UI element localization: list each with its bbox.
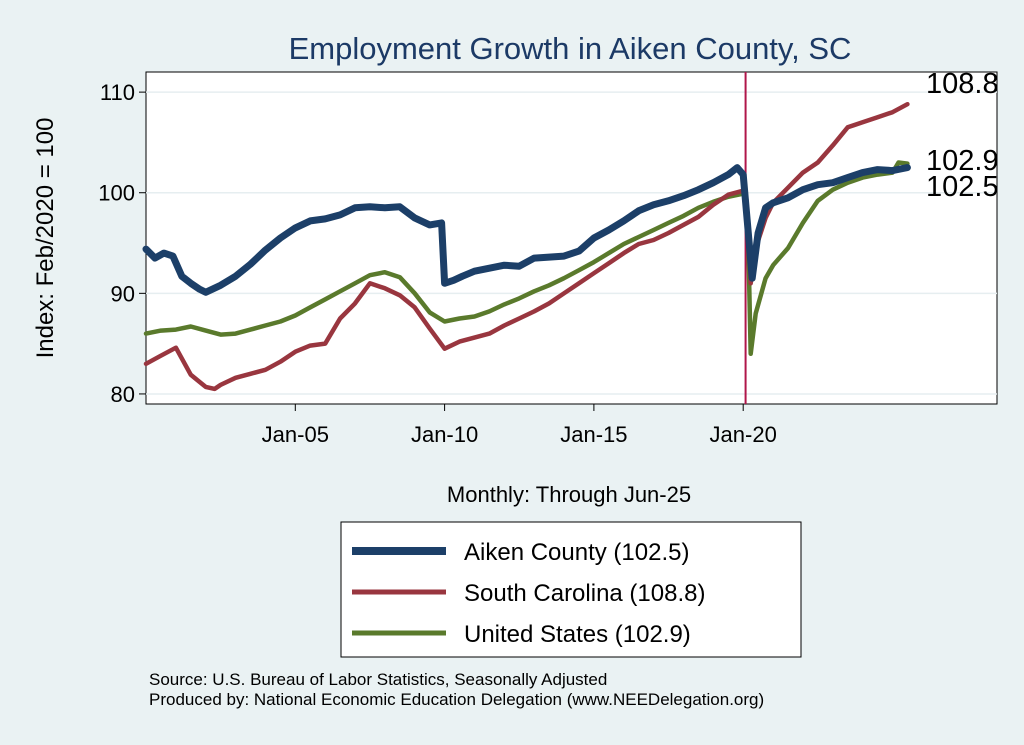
x-tick-label: Jan-15 bbox=[560, 422, 627, 447]
y-tick-label: 90 bbox=[111, 281, 135, 306]
plot-area bbox=[145, 71, 998, 405]
y-tick-label: 110 bbox=[100, 80, 135, 105]
series-layer bbox=[142, 101, 911, 392]
legend-label: Aiken County (102.5) bbox=[464, 539, 689, 566]
legend-label: United States (102.9) bbox=[464, 621, 691, 648]
series-end-label: 102.5 bbox=[926, 171, 999, 203]
y-axis-label: Index: Feb/2020 = 100 bbox=[32, 118, 59, 359]
legend-label: South Carolina (108.8) bbox=[464, 580, 705, 607]
producer-line: Produced by: National Economic Education… bbox=[149, 690, 765, 709]
series-line-0 bbox=[143, 160, 910, 356]
x-tick-label: Jan-10 bbox=[411, 422, 478, 447]
series-end-label: 102.9 bbox=[926, 145, 999, 177]
y-tick-label: 100 bbox=[98, 181, 135, 206]
axis-layer: 80 90 100 110 Jan-05 Jan-10 Jan-15 Jan-20 bbox=[98, 80, 777, 447]
chart-title: Employment Growth in Aiken County, SC bbox=[289, 31, 852, 66]
y-tick-label: 80 bbox=[111, 382, 135, 407]
source-note: Source: U.S. Bureau of Labor Statistics,… bbox=[149, 670, 764, 710]
end-label-layer: 102.9 108.8 102.5 bbox=[926, 68, 999, 203]
x-tick-label: Jan-05 bbox=[262, 422, 329, 447]
series-end-label: 108.8 bbox=[926, 68, 999, 100]
x-axis-label: Monthly: Through Jun-25 bbox=[447, 482, 691, 507]
grid-layer bbox=[146, 91, 997, 395]
x-tick-label: Jan-20 bbox=[710, 422, 777, 447]
series-line-2 bbox=[142, 164, 911, 296]
source-line: Source: U.S. Bureau of Labor Statistics,… bbox=[149, 670, 608, 689]
legend: Aiken County (102.5) South Carolina (108.… bbox=[352, 539, 705, 648]
